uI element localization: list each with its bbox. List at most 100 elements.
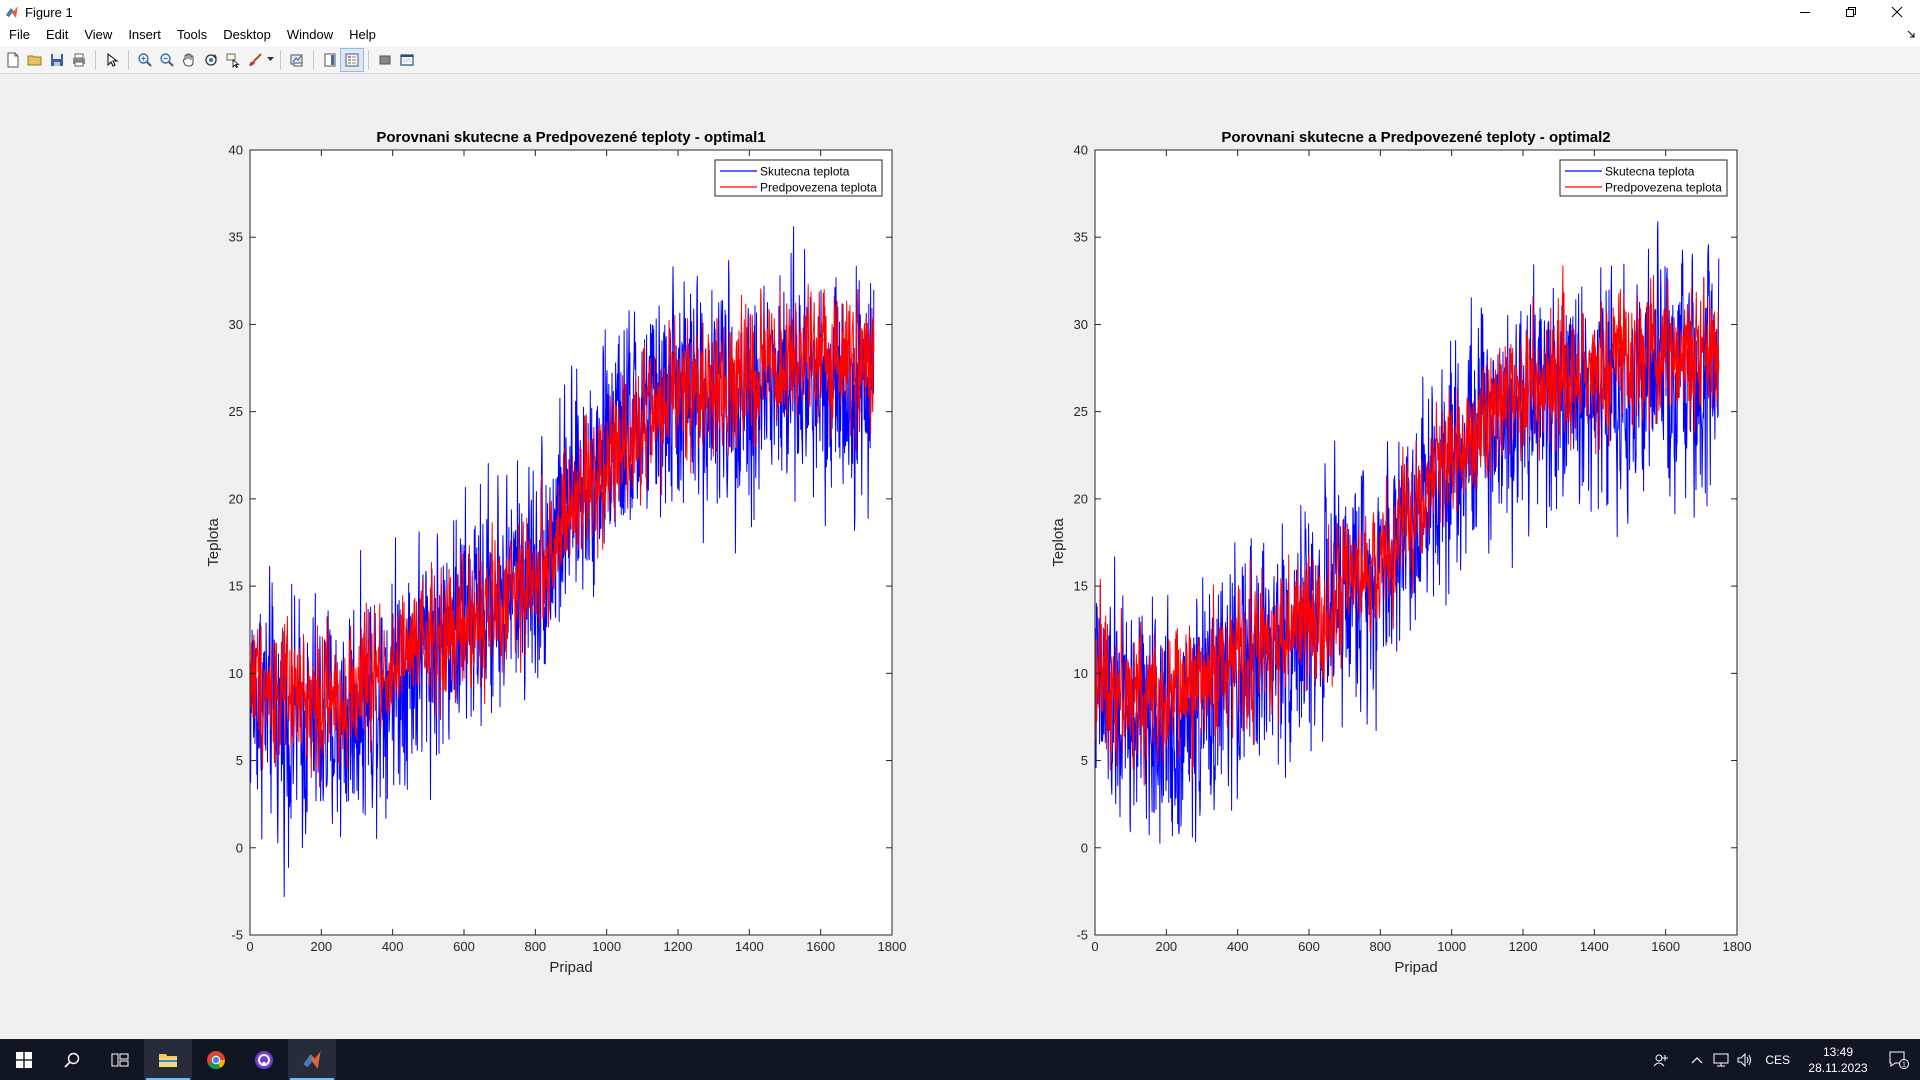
menu-window[interactable]: Window bbox=[286, 27, 334, 42]
github-desktop-button[interactable] bbox=[240, 1039, 288, 1080]
menu-tools[interactable]: Tools bbox=[176, 27, 208, 42]
y-tick-label: 40 bbox=[1074, 143, 1088, 158]
chart-title: Porovnani skutecne a Predpovezené teplot… bbox=[1221, 129, 1610, 146]
zoom-out-button[interactable] bbox=[156, 49, 178, 71]
zoom-in-icon bbox=[138, 52, 152, 67]
menu-insert[interactable]: Insert bbox=[128, 27, 161, 42]
x-axis-label: Pripad bbox=[1394, 959, 1437, 976]
rotate-3d-button[interactable] bbox=[200, 49, 222, 71]
pan-button[interactable] bbox=[178, 49, 200, 71]
show-plot-tools-button[interactable] bbox=[396, 49, 418, 71]
dock-arrow-icon[interactable] bbox=[1906, 29, 1916, 39]
clock[interactable]: 13:49 28.11.2023 bbox=[1798, 1044, 1878, 1076]
legend-icon bbox=[345, 53, 359, 66]
new-figure-button[interactable] bbox=[2, 49, 24, 71]
rotate-3d-icon bbox=[205, 53, 217, 66]
notification-center-button[interactable]: 1 bbox=[1878, 1039, 1920, 1080]
search-button[interactable] bbox=[48, 1039, 96, 1080]
show-hidden-icons-button[interactable] bbox=[1685, 1039, 1709, 1080]
people-icon bbox=[1653, 1054, 1669, 1066]
link-plot-icon bbox=[290, 54, 303, 66]
legend-box bbox=[1559, 159, 1728, 197]
y-tick-label: 25 bbox=[229, 404, 243, 419]
print-button[interactable] bbox=[68, 49, 90, 71]
file-explorer-icon bbox=[159, 1053, 177, 1067]
legend-box bbox=[714, 159, 883, 197]
figure-plots: 0 200 400 600 800 1000 1200 1400 1600 1800-505101… bbox=[205, 129, 1751, 976]
x-tick-label: 200 bbox=[1155, 939, 1177, 954]
zoom-in-button[interactable] bbox=[134, 49, 156, 71]
axes-box bbox=[1094, 149, 1738, 936]
windows-logo-icon bbox=[16, 1051, 32, 1068]
edit-plot-button[interactable] bbox=[101, 49, 123, 71]
legend-button[interactable] bbox=[340, 47, 364, 72]
toolbar-separator bbox=[128, 49, 129, 70]
y-tick-label: 25 bbox=[1074, 404, 1088, 419]
y-axis-label: Teplota bbox=[1050, 518, 1067, 567]
window-titlebar: Figure 1 bbox=[0, 0, 1920, 24]
x-axis-label: Pripad bbox=[549, 959, 592, 976]
data-lines bbox=[1095, 221, 1720, 844]
figure-toolbar bbox=[0, 46, 1920, 74]
volume-button[interactable] bbox=[1733, 1039, 1757, 1080]
task-view-button[interactable] bbox=[96, 1039, 144, 1080]
menu-desktop[interactable]: Desktop bbox=[223, 27, 271, 42]
chevron-up-icon bbox=[1691, 1056, 1703, 1063]
system-tray: CES 13:49 28.11.2023 1 bbox=[1649, 1039, 1920, 1080]
x-tick-label: 1400 bbox=[735, 939, 764, 954]
y-tick-label: 10 bbox=[229, 666, 243, 681]
menu-file[interactable]: File bbox=[9, 27, 30, 42]
y-tick-label: 35 bbox=[229, 230, 243, 245]
y-tick-label: 20 bbox=[229, 491, 243, 506]
pan-hand-icon bbox=[182, 53, 194, 66]
hide-plot-tools-button[interactable] bbox=[374, 49, 396, 71]
y-tick-label: -5 bbox=[1076, 928, 1088, 943]
input-language[interactable]: CES bbox=[1765, 1052, 1790, 1067]
link-plot-button[interactable] bbox=[286, 49, 308, 71]
matlab-taskbar-button[interactable] bbox=[288, 1039, 336, 1080]
y-tick-label: 40 bbox=[229, 143, 243, 158]
toolbar-separator bbox=[313, 49, 314, 70]
taskbar: CES 13:49 28.11.2023 1 bbox=[0, 1039, 1920, 1080]
chrome-icon bbox=[207, 1050, 225, 1069]
new-figure-icon bbox=[7, 52, 19, 67]
task-view-icon bbox=[111, 1053, 129, 1066]
colorbar-button[interactable] bbox=[319, 49, 341, 71]
menu-edit[interactable]: Edit bbox=[45, 27, 69, 42]
x-tick-label: 1800 bbox=[878, 939, 907, 954]
figure-canvas[interactable]: 0 200 400 600 800 1000 1200 1400 1600 1800 -5 0 5 10 1… bbox=[0, 75, 1920, 1039]
file-explorer-button[interactable] bbox=[144, 1039, 192, 1080]
open-file-button[interactable] bbox=[24, 49, 46, 71]
y-tick-label: 15 bbox=[229, 579, 243, 594]
github-desktop-icon bbox=[255, 1050, 273, 1069]
chrome-button[interactable] bbox=[192, 1039, 240, 1080]
clock-date: 28.11.2023 bbox=[1808, 1060, 1868, 1075]
brush-button[interactable] bbox=[244, 49, 266, 71]
window-title: Figure 1 bbox=[25, 4, 73, 20]
legend-label: Skutecna teplota bbox=[760, 165, 850, 179]
axes-1: 0 200 400 600 800 1000 1200 1400 1600 1800-505101… bbox=[205, 129, 906, 976]
save-button[interactable] bbox=[46, 49, 68, 71]
save-icon bbox=[51, 53, 63, 66]
x-tick-label: 1600 bbox=[806, 939, 835, 954]
start-button[interactable] bbox=[0, 1039, 48, 1080]
menu-view[interactable]: View bbox=[84, 27, 113, 42]
matlab-logo-icon bbox=[303, 1050, 321, 1069]
menu-help[interactable]: Help bbox=[349, 27, 376, 42]
show-plot-tools-icon bbox=[400, 53, 414, 66]
legend-label: Predpovezena teplota bbox=[760, 181, 877, 195]
close-button[interactable] bbox=[1874, 0, 1920, 24]
network-button[interactable] bbox=[1709, 1039, 1733, 1080]
restore-button[interactable] bbox=[1828, 0, 1874, 24]
series-line-predicted bbox=[250, 284, 875, 788]
dropdown-arrow-icon bbox=[267, 57, 274, 61]
minimize-button[interactable] bbox=[1782, 0, 1828, 24]
y-tick-label: 20 bbox=[1074, 491, 1088, 506]
people-button[interactable] bbox=[1649, 1039, 1673, 1080]
data-cursor-button[interactable] bbox=[222, 49, 244, 71]
minimize-icon bbox=[1800, 12, 1810, 13]
y-tick-label: 0 bbox=[236, 840, 243, 855]
brush-dropdown[interactable] bbox=[266, 49, 275, 71]
speaker-icon bbox=[1737, 1052, 1752, 1067]
network-icon bbox=[1713, 1053, 1729, 1066]
